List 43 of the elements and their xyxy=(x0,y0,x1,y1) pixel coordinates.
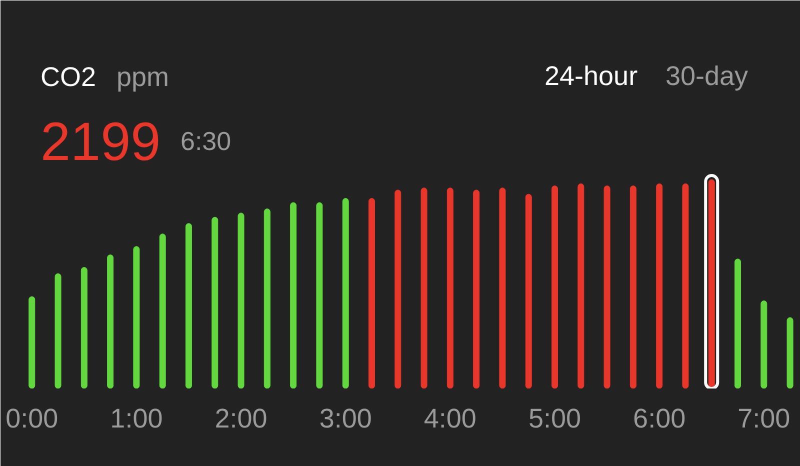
bar xyxy=(552,186,558,388)
bar xyxy=(578,183,584,388)
bar xyxy=(368,198,375,388)
bar xyxy=(28,296,36,388)
x-tick-label: 6:00 xyxy=(633,404,686,434)
bar xyxy=(212,216,218,388)
text: 2199 xyxy=(40,112,161,172)
text: 6:30 xyxy=(180,126,232,156)
bar xyxy=(107,254,114,388)
bar xyxy=(525,194,532,388)
text: 30-day xyxy=(666,60,749,91)
bar xyxy=(264,208,270,388)
bar xyxy=(316,202,323,388)
x-tick-label: 3:00 xyxy=(319,404,372,434)
x-tick-label: 2:00 xyxy=(214,404,268,434)
bar xyxy=(394,190,402,388)
bar xyxy=(290,202,297,388)
bar xyxy=(420,188,428,388)
bar xyxy=(159,234,166,388)
x-tick-label: 5:00 xyxy=(528,404,582,434)
bar xyxy=(760,300,768,388)
chart-subtitle: ppm xyxy=(116,62,170,92)
bar xyxy=(185,223,192,388)
bar xyxy=(499,188,506,388)
chart-title: CO2 xyxy=(40,62,96,92)
bar xyxy=(342,198,349,388)
x-tick-label: 7:00 xyxy=(738,404,790,434)
bar xyxy=(734,258,742,388)
x-tick-label: 4:00 xyxy=(424,404,476,434)
bar xyxy=(630,186,636,388)
bar xyxy=(656,183,663,388)
bar xyxy=(54,273,62,388)
bar xyxy=(473,190,480,388)
x-tick-label: 1:00 xyxy=(110,404,163,434)
bar xyxy=(682,183,689,388)
x-tick-label: 0:00 xyxy=(6,404,58,434)
bar xyxy=(80,267,88,388)
bar xyxy=(446,188,454,388)
bar xyxy=(133,246,140,388)
text: 24-hour xyxy=(544,60,638,91)
bar xyxy=(238,212,244,388)
bar xyxy=(786,317,794,388)
bar xyxy=(604,186,610,388)
